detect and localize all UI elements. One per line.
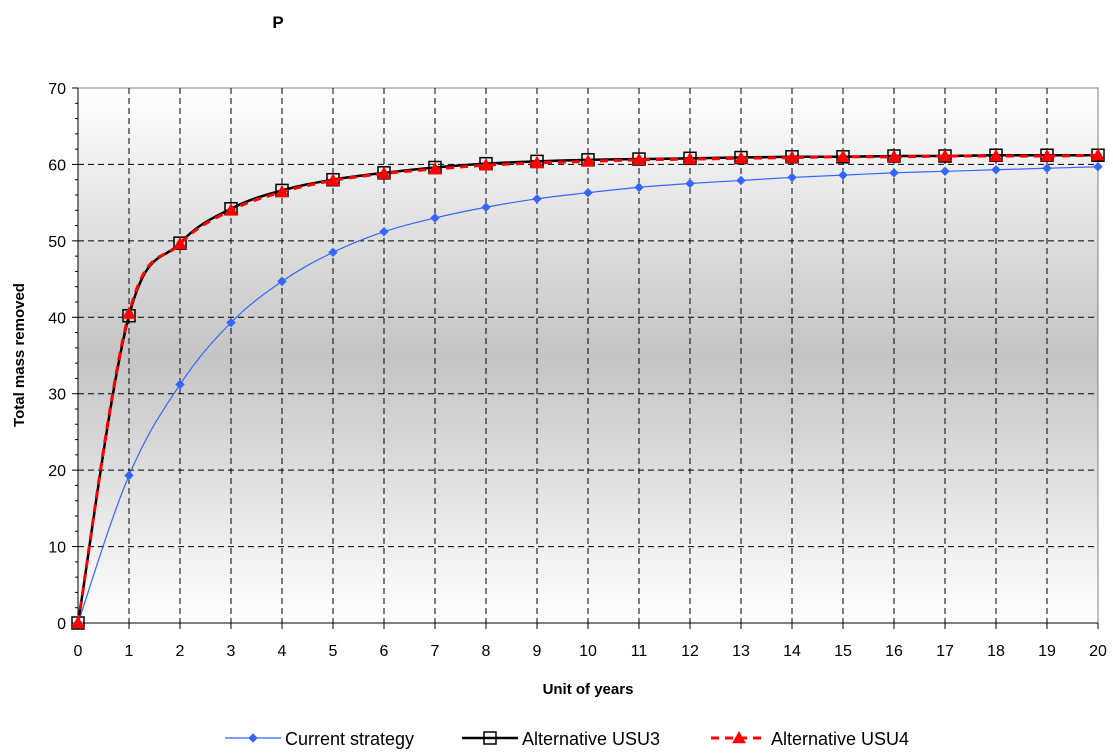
x-tick-label: 4	[278, 643, 287, 660]
axes: 0 1 2 3 4 5 6 7 8 9 10 11 12 13 14 15 16 17 18 19 2001020304…	[48, 81, 1107, 660]
legend-item: Alternative USU4	[711, 729, 909, 749]
data-point	[328, 247, 338, 258]
y-tick-label: 40	[48, 310, 66, 327]
chart-title: P	[272, 13, 283, 32]
data-point	[377, 166, 391, 179]
data-point	[379, 226, 389, 237]
y-tick-label: 0	[57, 616, 66, 633]
legend-label: Current strategy	[285, 729, 414, 749]
x-tick-label: 12	[681, 643, 699, 660]
legend-item: Alternative USU3	[462, 729, 660, 749]
x-tick-label: 13	[732, 643, 750, 660]
y-tick-label: 30	[48, 387, 66, 404]
x-tick-label: 10	[579, 643, 597, 660]
data-point	[785, 150, 799, 163]
legend-label: Alternative USU3	[522, 729, 660, 749]
x-tick-label: 0	[74, 643, 83, 660]
x-tick-label: 20	[1089, 643, 1107, 660]
data-point	[275, 184, 289, 198]
x-tick-label: 18	[987, 643, 1005, 660]
series-group	[71, 148, 1105, 629]
data-point	[175, 379, 185, 390]
x-tick-label: 19	[1038, 643, 1056, 660]
series-group	[73, 162, 1103, 628]
data-point	[887, 149, 901, 163]
data-point	[224, 203, 238, 216]
series-lines	[71, 148, 1105, 630]
data-point	[479, 158, 493, 171]
y-tick-label: 60	[48, 157, 66, 174]
data-point	[1040, 148, 1054, 162]
data-point	[481, 202, 491, 212]
data-point	[736, 175, 746, 186]
y-axis-title: Total mass removed	[11, 283, 28, 427]
data-point	[581, 154, 595, 167]
x-tick-label: 9	[533, 643, 542, 660]
x-tick-label: 7	[431, 643, 440, 660]
x-tick-label: 1	[125, 643, 134, 660]
data-point	[226, 317, 236, 328]
data-point	[428, 161, 442, 175]
legend-item: Current strategy	[225, 729, 414, 749]
data-point	[938, 148, 952, 162]
legend-marker	[732, 730, 746, 744]
data-point	[532, 194, 542, 204]
data-point	[683, 152, 697, 165]
x-tick-label: 8	[482, 643, 491, 660]
data-point	[430, 213, 440, 223]
data-point	[836, 149, 850, 163]
data-point	[530, 155, 544, 169]
data-point	[173, 236, 187, 250]
legend-marker	[248, 733, 258, 743]
data-point	[277, 276, 287, 287]
legend-marker	[483, 731, 497, 745]
series-line	[77, 166, 1099, 624]
data-point	[632, 152, 646, 166]
x-tick-label: 11	[631, 643, 648, 660]
data-point	[124, 470, 134, 481]
data-point	[889, 168, 899, 178]
data-point	[991, 165, 1001, 175]
y-tick-label: 10	[48, 540, 66, 557]
x-tick-label: 3	[227, 643, 236, 660]
data-point	[1042, 163, 1052, 173]
data-point	[583, 188, 593, 198]
x-tick-label: 14	[783, 643, 801, 660]
x-tick-label: 15	[834, 643, 852, 660]
y-tick-label: 20	[48, 463, 66, 480]
data-point	[1093, 162, 1103, 172]
data-point	[940, 166, 950, 177]
x-tick-label: 5	[329, 643, 338, 660]
x-axis-title: Unit of years	[543, 681, 634, 698]
data-point	[989, 148, 1003, 162]
legend-label: Alternative USU4	[771, 729, 909, 749]
y-tick-label: 70	[48, 81, 66, 98]
x-tick-label: 16	[885, 643, 903, 660]
data-point	[787, 172, 797, 183]
x-tick-label: 17	[936, 643, 954, 660]
grid	[78, 88, 1098, 623]
x-tick-label: 2	[176, 643, 185, 660]
legend: Current strategy Alternative USU3 Alternat…	[225, 729, 909, 749]
data-point	[734, 151, 748, 164]
data-point	[122, 306, 136, 319]
data-point	[685, 178, 695, 189]
data-point	[326, 173, 340, 186]
data-point	[634, 182, 644, 193]
data-point	[838, 170, 848, 180]
series-line	[76, 153, 1098, 624]
x-tick-label: 6	[380, 643, 389, 660]
data-point	[1091, 148, 1105, 161]
y-tick-label: 50	[48, 234, 66, 251]
data-point	[71, 615, 85, 629]
